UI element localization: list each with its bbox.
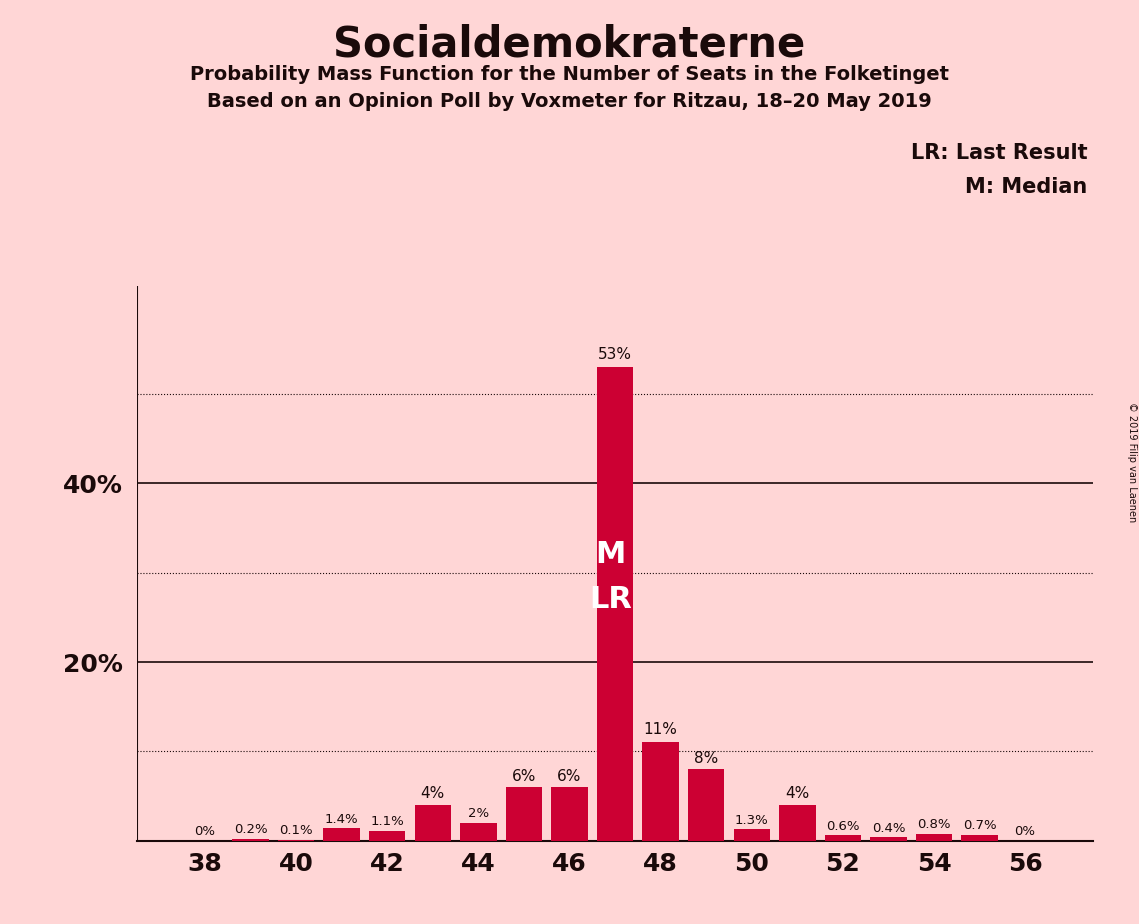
Text: 6%: 6% [557, 769, 582, 784]
Text: LR: LR [589, 585, 632, 614]
Bar [323, 828, 360, 841]
Bar [415, 805, 451, 841]
Text: 0.1%: 0.1% [279, 824, 313, 837]
Text: 0.4%: 0.4% [871, 821, 906, 834]
Bar [825, 835, 861, 841]
Bar [369, 831, 405, 841]
Bar [232, 839, 269, 841]
Text: LR: Last Result: LR: Last Result [911, 143, 1088, 164]
Text: © 2019 Filip van Laenen: © 2019 Filip van Laenen [1126, 402, 1137, 522]
Text: M: Median: M: Median [966, 177, 1088, 198]
Text: 1.4%: 1.4% [325, 812, 359, 826]
Text: 0%: 0% [1015, 825, 1035, 838]
Text: 4%: 4% [785, 786, 810, 801]
Bar [734, 829, 770, 841]
Text: Based on an Opinion Poll by Voxmeter for Ritzau, 18–20 May 2019: Based on an Opinion Poll by Voxmeter for… [207, 92, 932, 112]
Bar [779, 805, 816, 841]
Bar [506, 787, 542, 841]
Text: 1.1%: 1.1% [370, 815, 404, 828]
Text: 8%: 8% [694, 750, 719, 766]
Text: 4%: 4% [420, 786, 445, 801]
Text: 0.2%: 0.2% [233, 823, 268, 836]
Text: Probability Mass Function for the Number of Seats in the Folketinget: Probability Mass Function for the Number… [190, 65, 949, 84]
Bar [916, 833, 952, 841]
Bar [870, 837, 907, 841]
Text: 0.8%: 0.8% [917, 818, 951, 831]
Text: M: M [596, 541, 625, 569]
Text: 11%: 11% [644, 723, 678, 737]
Bar [642, 743, 679, 841]
Bar [551, 787, 588, 841]
Bar [460, 823, 497, 841]
Text: 0.7%: 0.7% [962, 819, 997, 832]
Text: 6%: 6% [511, 769, 536, 784]
Text: 1.3%: 1.3% [735, 813, 769, 827]
Text: 53%: 53% [598, 346, 632, 361]
Text: 2%: 2% [468, 808, 489, 821]
Text: 0.6%: 0.6% [826, 820, 860, 833]
Text: 0%: 0% [195, 825, 215, 838]
Bar [961, 834, 998, 841]
Bar [597, 367, 633, 841]
Bar [688, 770, 724, 841]
Text: Socialdemokraterne: Socialdemokraterne [334, 23, 805, 65]
